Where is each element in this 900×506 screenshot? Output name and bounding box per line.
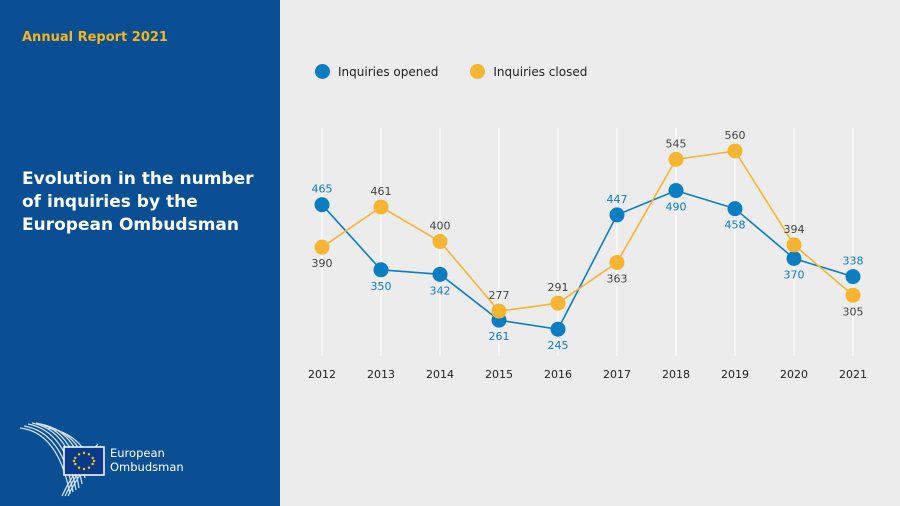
point-0-2012: [314, 197, 330, 213]
legend-swatch-closed: [470, 64, 486, 79]
point-0-2017: [609, 207, 625, 223]
chart-title: Evolution in the number of inquiries by …: [22, 169, 254, 235]
data-label-0-2014: 342: [430, 284, 451, 297]
logo-text: European Ombudsman: [110, 446, 184, 474]
legend-item-closed: Inquiries closed: [470, 64, 587, 79]
data-label-0-2017: 447: [607, 193, 628, 206]
point-1-2015: [491, 303, 507, 319]
european-ombudsman-logo: [19, 422, 105, 497]
x-tick-label-2017: 2017: [603, 368, 631, 381]
point-1-2013: [373, 199, 389, 215]
point-1-2021: [845, 287, 861, 303]
line-chart: 2012 2013 2014 2015 2016 2017 2018 2019 2020 2021…: [308, 128, 867, 381]
data-label-1-2013: 461: [371, 185, 392, 198]
legend-label-closed: Inquiries closed: [493, 64, 588, 79]
data-label-1-2020: 394: [784, 223, 805, 236]
data-label-0-2016: 245: [548, 339, 569, 352]
data-label-1-2017: 363: [607, 272, 628, 285]
data-label-1-2015: 277: [489, 289, 510, 302]
data-label-1-2012: 390: [312, 257, 333, 270]
series-line-0: [321, 189, 854, 331]
point-0-2013: [373, 262, 389, 278]
point-0-2020: [786, 250, 802, 266]
logo-text-line1: European: [110, 446, 165, 460]
x-tick-label-2018: 2018: [662, 368, 690, 381]
chart-legend: Inquiries opened Inquiries closed: [315, 64, 619, 79]
point-0-2016: [550, 321, 566, 337]
x-tick-label-2019: 2019: [721, 368, 749, 381]
legend-swatch-opened: [315, 64, 330, 79]
x-tick-label-2016: 2016: [544, 368, 572, 381]
data-label-1-2014: 400: [430, 220, 451, 233]
x-tick-label-2013: 2013: [367, 368, 395, 381]
data-label-1-2016: 291: [548, 281, 569, 294]
legend-item-opened: Inquiries opened: [315, 64, 438, 79]
data-label-0-2012: 465: [312, 183, 333, 196]
point-0-2018: [668, 183, 684, 199]
data-label-0-2021: 338: [843, 255, 864, 268]
point-1-2012: [314, 239, 330, 255]
point-1-2016: [550, 295, 566, 311]
data-label-1-2018: 545: [666, 137, 687, 150]
x-tick-label-2015: 2015: [485, 368, 513, 381]
data-label-1-2019: 560: [725, 129, 746, 142]
data-label-0-2020: 370: [784, 268, 805, 281]
point-1-2017: [609, 254, 625, 270]
point-0-2019: [727, 201, 743, 217]
series-line-1: [321, 150, 854, 312]
point-1-2014: [432, 234, 448, 249]
title-panel: Annual Report 2021 Evolution in the numb…: [0, 0, 280, 506]
x-tick-label-2020: 2020: [780, 368, 808, 381]
point-1-2018: [668, 151, 684, 167]
legend-label-opened: Inquiries opened: [338, 64, 439, 79]
point-0-2021: [845, 269, 861, 285]
data-label-0-2018: 490: [666, 201, 687, 214]
x-tick-label-2021: 2021: [839, 368, 867, 381]
data-label-1-2021: 305: [843, 305, 864, 318]
x-tick-label-2012: 2012: [308, 368, 336, 381]
point-1-2020: [786, 237, 802, 253]
data-label-0-2019: 458: [725, 219, 746, 232]
report-label: Annual Report 2021: [22, 30, 168, 45]
point-1-2019: [727, 143, 743, 159]
logo-text-line2: Ombudsman: [110, 460, 184, 474]
point-0-2014: [432, 266, 448, 282]
data-label-0-2013: 350: [371, 280, 392, 293]
data-label-0-2015: 261: [489, 330, 510, 343]
x-tick-label-2014: 2014: [426, 368, 454, 381]
